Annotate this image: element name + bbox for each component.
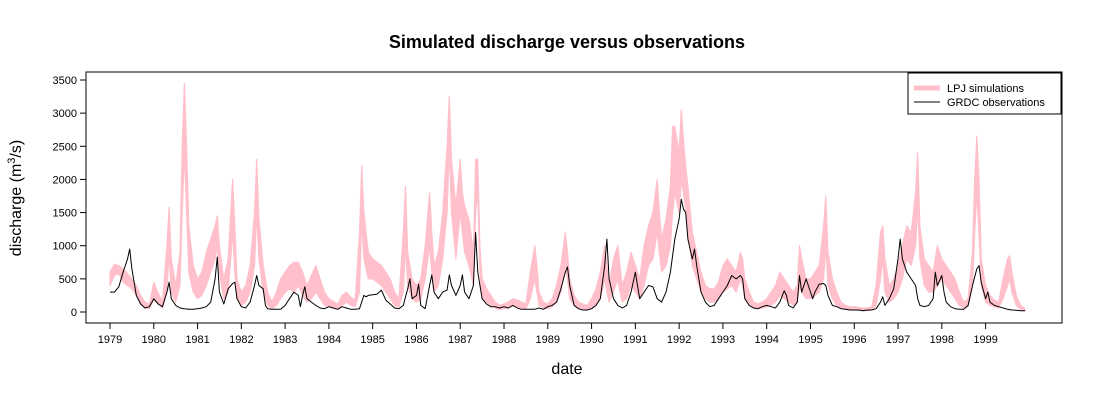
- y-axis: 0 500 1000 1500 2000 2500 3000 3500: [53, 75, 86, 319]
- x-tick-label: 1998: [930, 334, 954, 346]
- x-tick-label: 1995: [798, 334, 822, 346]
- x-tick-label: 1979: [98, 334, 122, 346]
- legend-box: [907, 72, 1062, 115]
- x-tick-label: 1992: [667, 334, 691, 346]
- x-tick-label: 1990: [579, 334, 603, 346]
- y-tick-label: 3000: [53, 108, 77, 120]
- y-axis-title-main: discharge (m: [8, 164, 25, 256]
- x-tick-label: 1999: [973, 334, 997, 346]
- x-tick-label: 1985: [360, 334, 384, 346]
- observation-line-layer: [110, 198, 1025, 312]
- chart-title: Simulated discharge versus observations: [389, 32, 745, 52]
- x-tick-label: 1984: [317, 334, 341, 346]
- x-tick-label: 1980: [142, 334, 166, 346]
- x-tick-label: 1988: [492, 334, 516, 346]
- x-axis: 1979 1980 1981 1982 1983 1984 1985 1986 1987 1988…: [98, 323, 998, 346]
- simulation-band-layer: [109, 82, 1026, 312]
- simulation-band: [109, 82, 1026, 312]
- y-axis-title-tail: /s): [8, 140, 25, 158]
- x-tick-label: 1987: [448, 334, 472, 346]
- x-tick-label: 1997: [886, 334, 910, 346]
- plot-frame: [85, 71, 1063, 324]
- y-tick-label: 1000: [53, 241, 77, 253]
- y-tick-label: 3500: [53, 75, 77, 87]
- y-axis-title: discharge (m3/s): [6, 140, 25, 256]
- legend-label-observations: GRDC observations: [947, 97, 1045, 109]
- observation-line: [110, 198, 1025, 312]
- y-axis-title-superscript: 3: [6, 158, 18, 164]
- x-tick-label: 1981: [185, 334, 209, 346]
- x-tick-label: 1989: [536, 334, 560, 346]
- legend-label-simulations: LPJ simulations: [947, 83, 1025, 95]
- y-tick-label: 500: [59, 274, 77, 286]
- x-tick-label: 1991: [623, 334, 647, 346]
- x-tick-label: 1994: [754, 334, 778, 346]
- y-tick-label: 2500: [53, 141, 77, 153]
- y-tick-label: 1500: [53, 208, 77, 220]
- x-tick-label: 1982: [229, 334, 253, 346]
- x-tick-label: 1993: [711, 334, 735, 346]
- x-tick-label: 1986: [404, 334, 428, 346]
- legend: LPJ simulations GRDC observations: [907, 72, 1062, 115]
- x-tick-label: 1996: [842, 334, 866, 346]
- y-tick-label: 2000: [53, 174, 77, 186]
- x-axis-title: date: [551, 361, 582, 378]
- y-tick-label: 0: [71, 307, 77, 319]
- x-tick-label: 1983: [273, 334, 297, 346]
